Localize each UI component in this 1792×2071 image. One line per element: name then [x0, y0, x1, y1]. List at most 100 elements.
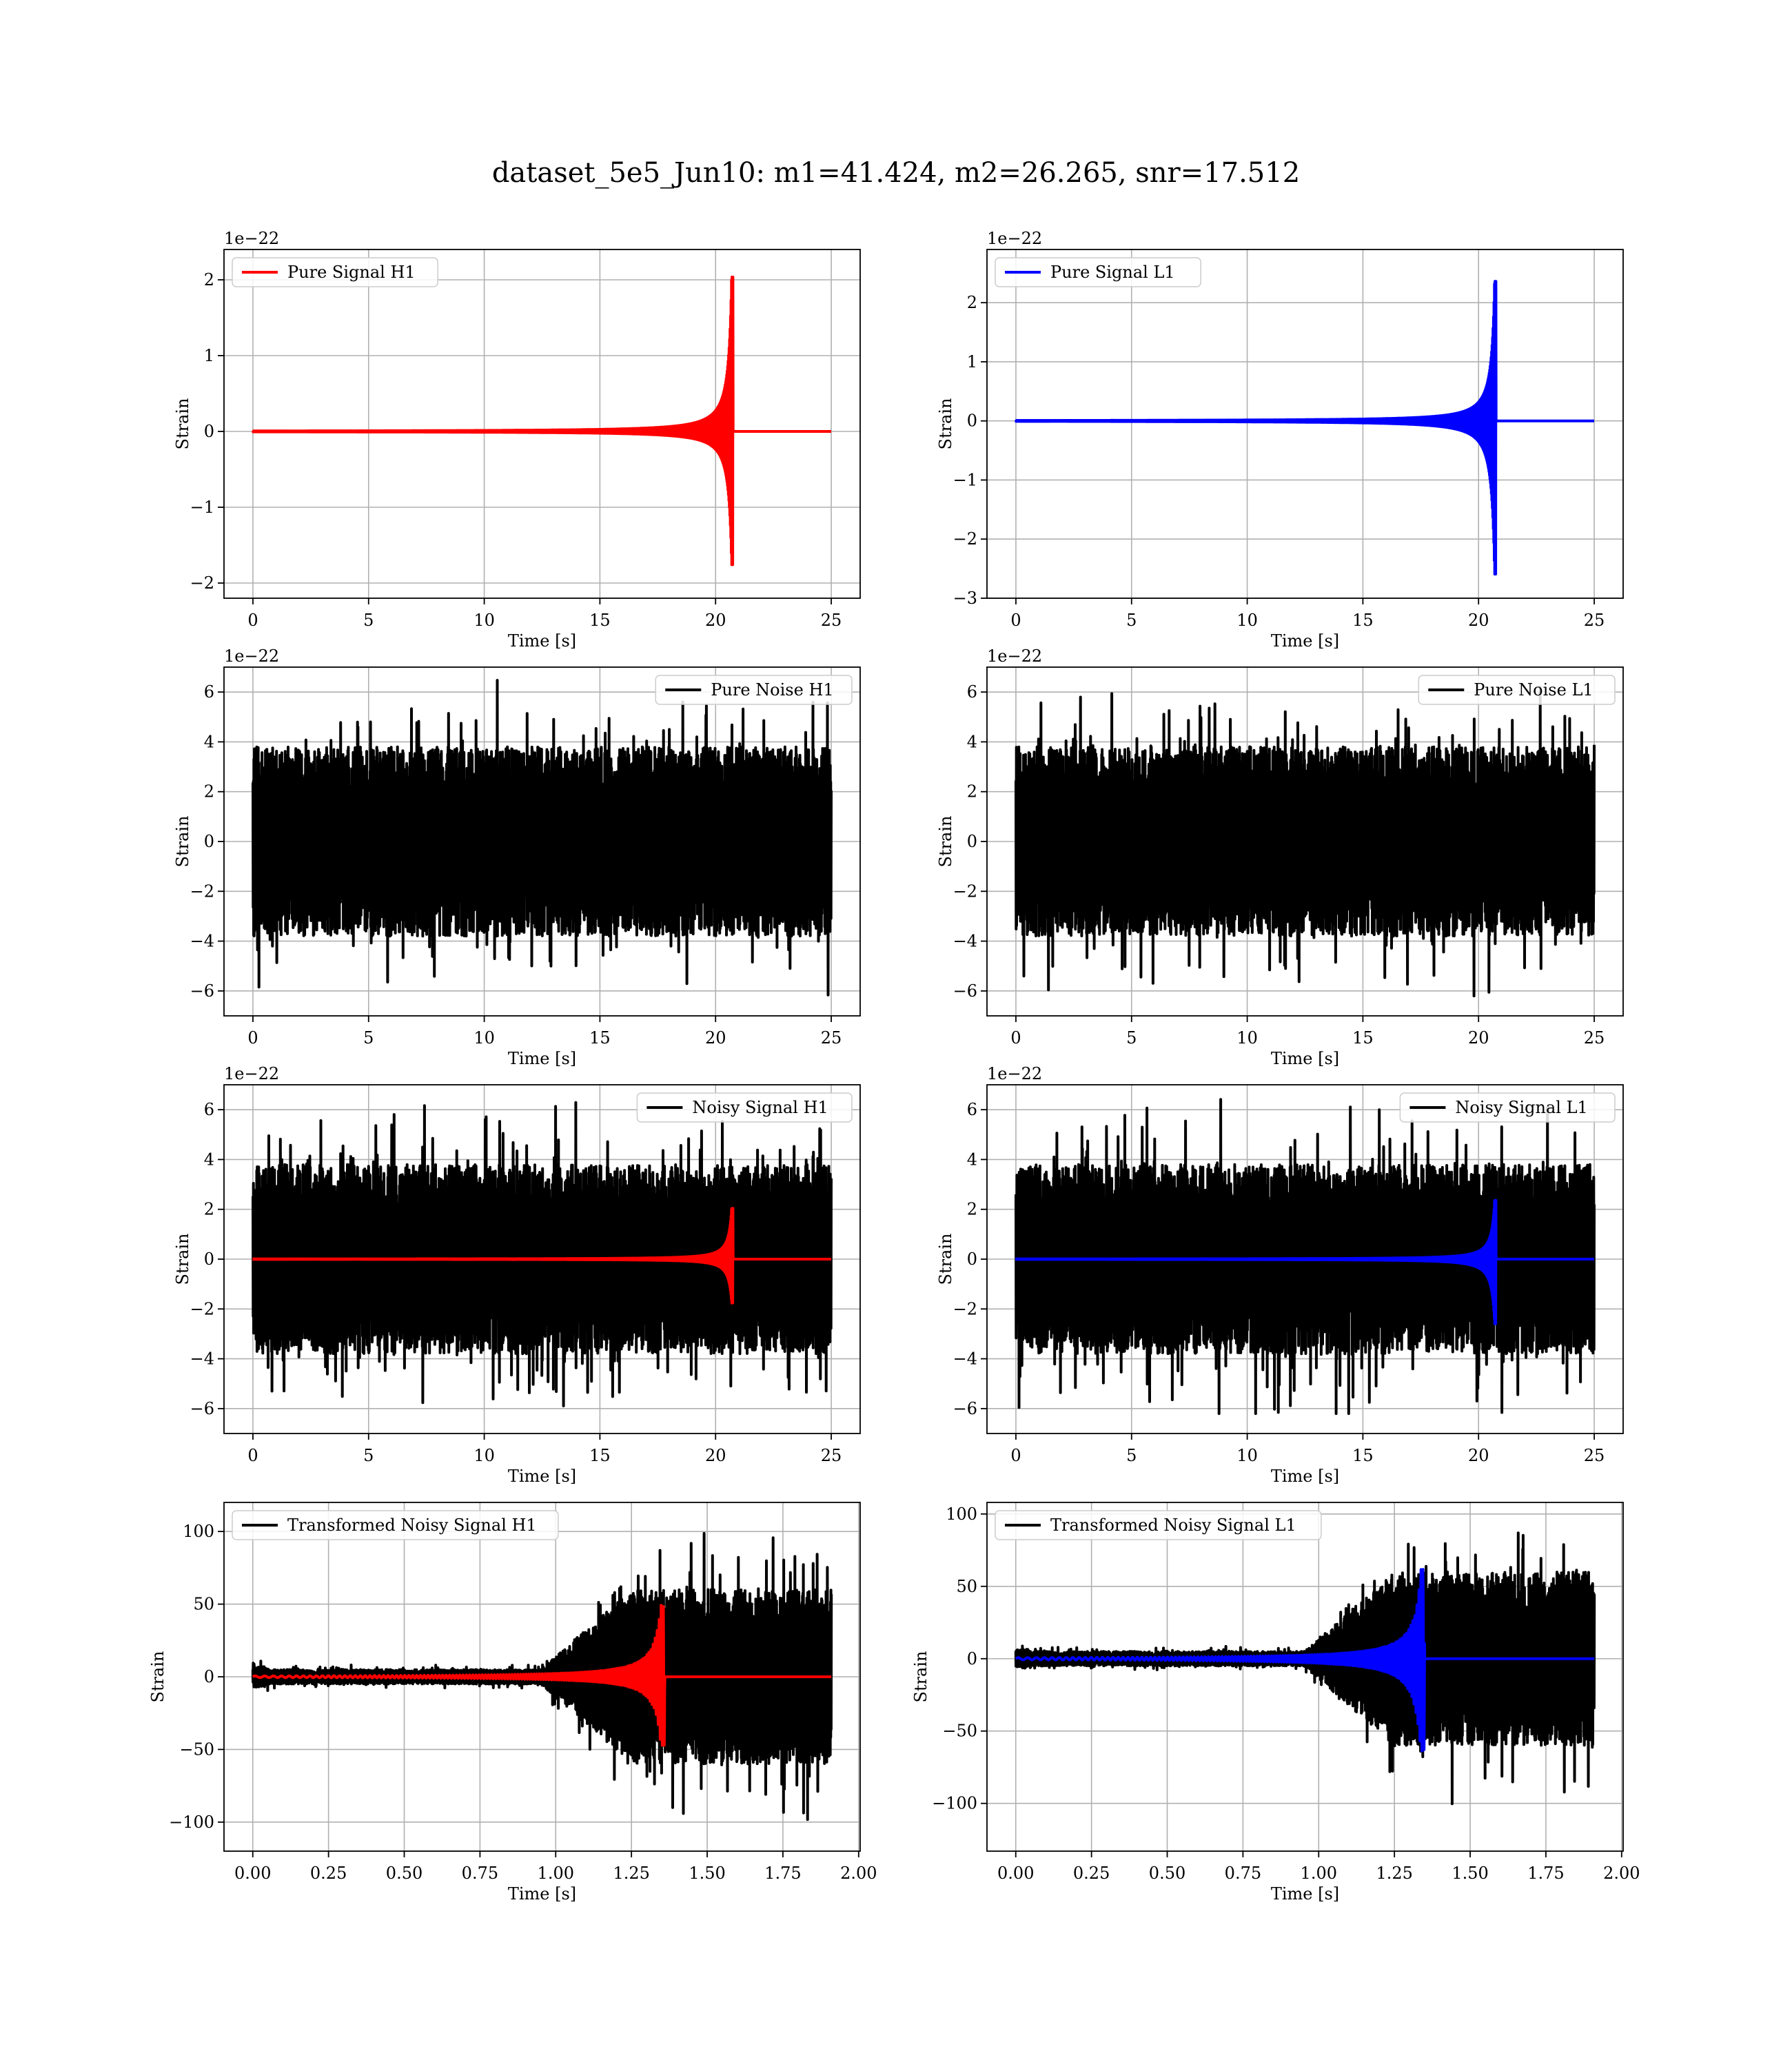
- y-axis-label: Strain: [173, 398, 192, 450]
- axes-frame: [986, 249, 1624, 599]
- y-tick-label: −6: [953, 1399, 977, 1418]
- x-tick-label: 1.75: [764, 1864, 801, 1883]
- legend-frame: [1399, 1092, 1616, 1123]
- x-axis-label: Time [s]: [508, 1049, 576, 1068]
- noisy-signal-h1-subplot: 0 5 10 15 20 25 −6 −4 −2 0 2 4 6 Time [s] Strain 1e−22 N…: [173, 1064, 861, 1486]
- x-tick-label: 0.00: [234, 1864, 271, 1883]
- y-axis-label: Strain: [936, 1234, 955, 1285]
- x-axis-label: Time [s]: [1271, 631, 1339, 651]
- x-tick-label: 10: [474, 611, 495, 630]
- legend-entry: Noisy Signal H1: [692, 1098, 828, 1117]
- x-tick-label: 20: [705, 1028, 726, 1048]
- legend-frame: [995, 1510, 1322, 1540]
- x-tick-label: 0.25: [1073, 1864, 1110, 1883]
- x-tick-label: 0: [1010, 1028, 1021, 1048]
- offset-text: 1e−22: [987, 229, 1042, 248]
- x-tick-label: 0: [247, 611, 258, 630]
- x-tick-label: 5: [1126, 1028, 1137, 1048]
- pure-noise-l1-line: [1015, 685, 1596, 998]
- y-tick-label: 0: [967, 411, 977, 431]
- y-tick-label: 0: [967, 1249, 977, 1269]
- noisy-signal-h1-line: [252, 1101, 833, 1407]
- y-tick-label: 1: [204, 346, 214, 365]
- x-tick-label: 5: [363, 1446, 374, 1465]
- y-tick-label: −6: [190, 1399, 214, 1418]
- x-tick-label: 5: [363, 611, 374, 630]
- x-tick-label: 15: [1352, 611, 1374, 630]
- x-tick-label: 15: [589, 1028, 611, 1048]
- y-tick-label: −2: [953, 529, 977, 549]
- y-tick-label: 100: [183, 1522, 214, 1541]
- y-tick-label: −1: [953, 470, 977, 489]
- y-tick-label: 0: [204, 832, 214, 851]
- offset-text: 1e−22: [987, 646, 1042, 666]
- axes-frame: [986, 1502, 1624, 1852]
- x-axis-label: Time [s]: [508, 1467, 576, 1486]
- x-tick-label: 25: [1584, 611, 1605, 630]
- x-tick-label: 1.50: [1452, 1864, 1488, 1883]
- x-tick-label: 1.25: [613, 1864, 649, 1883]
- pure-signal-l1-subplot: 0 5 10 15 20 25 −3 −2 −1 0 1 2 Time [s] Strain 1e−22 Pu…: [936, 229, 1624, 651]
- x-tick-label: 20: [1468, 1028, 1489, 1048]
- x-tick-label: 1.50: [689, 1864, 725, 1883]
- legend: Pure Noise L1: [1418, 675, 1616, 705]
- x-tick-label: 0: [1010, 611, 1021, 630]
- y-tick-label: −1: [190, 498, 214, 517]
- y-tick-label: −4: [953, 1349, 977, 1369]
- y-tick-label: 4: [204, 1150, 214, 1169]
- x-tick-label: 25: [821, 1446, 842, 1465]
- y-tick-label: 4: [204, 732, 214, 751]
- y-tick-label: −4: [190, 1349, 214, 1369]
- legend-entry: Pure Noise H1: [711, 680, 833, 700]
- y-tick-label: −6: [190, 981, 214, 1001]
- y-tick-label: −50: [942, 1722, 977, 1741]
- x-tick-label: 25: [821, 611, 842, 630]
- y-tick-label: −4: [953, 932, 977, 951]
- y-tick-label: 100: [946, 1504, 977, 1524]
- pure-signal-l1-line: [1015, 280, 1596, 575]
- y-tick-label: 0: [204, 422, 214, 441]
- x-tick-label: 5: [363, 1028, 374, 1048]
- x-tick-label: 15: [1352, 1446, 1374, 1465]
- noisy-signal-l1-subplot: 0 5 10 15 20 25 −6 −4 −2 0 2 4 6 Time [s] Strain 1e−22 N…: [936, 1064, 1624, 1486]
- x-tick-label: 2.00: [1603, 1864, 1640, 1883]
- y-tick-label: −2: [190, 573, 214, 593]
- y-tick-label: −100: [169, 1813, 214, 1832]
- y-tick-label: 6: [204, 1100, 214, 1119]
- y-tick-label: −6: [953, 981, 977, 1001]
- x-axis-label: Time [s]: [508, 631, 576, 651]
- y-axis-label: Strain: [173, 1234, 192, 1285]
- legend-entry: Pure Signal L1: [1050, 263, 1175, 282]
- pure-signal-h1-line: [252, 276, 833, 567]
- x-tick-label: 20: [705, 611, 726, 630]
- pure-noise-l1-subplot: 0 5 10 15 20 25 −6 −4 −2 0 2 4 6 Time [s] Strain 1e−22 P…: [936, 646, 1624, 1068]
- y-tick-label: 2: [204, 1200, 214, 1219]
- offset-text: 1e−22: [224, 1064, 279, 1083]
- y-tick-label: −2: [953, 1299, 977, 1318]
- legend-frame: [232, 257, 438, 287]
- legend-entry: Pure Noise L1: [1474, 680, 1593, 700]
- y-tick-label: 4: [967, 1150, 977, 1169]
- figure-title: dataset_5e5_Jun10: m1=41.424, m2=26.265,…: [491, 157, 1301, 189]
- legend-entry: Transformed Noisy Signal H1: [287, 1516, 537, 1535]
- axes-frame: [223, 249, 861, 599]
- y-tick-label: 2: [967, 1200, 977, 1219]
- offset-text: 1e−22: [987, 1064, 1042, 1083]
- y-tick-label: −4: [190, 932, 214, 951]
- y-tick-label: 2: [204, 270, 214, 289]
- offset-text: 1e−22: [224, 229, 279, 248]
- legend-frame: [232, 1510, 559, 1540]
- y-axis-label: Strain: [148, 1651, 167, 1703]
- noisy-signal-l1-line: [1015, 1098, 1596, 1416]
- y-tick-label: 0: [967, 832, 977, 851]
- x-axis-label: Time [s]: [1271, 1049, 1339, 1068]
- x-tick-label: 15: [589, 611, 611, 630]
- pure-noise-h1-subplot: 0 5 10 15 20 25 −6 −4 −2 0 2 4 6 Time [s] Strain 1e−22 P…: [173, 646, 861, 1068]
- legend-frame: [995, 257, 1201, 287]
- x-tick-label: 10: [474, 1028, 495, 1048]
- x-axis-label: Time [s]: [1271, 1467, 1339, 1486]
- y-axis-label: Strain: [911, 1651, 930, 1703]
- legend: Noisy Signal H1: [636, 1092, 853, 1123]
- y-tick-label: 6: [967, 682, 977, 702]
